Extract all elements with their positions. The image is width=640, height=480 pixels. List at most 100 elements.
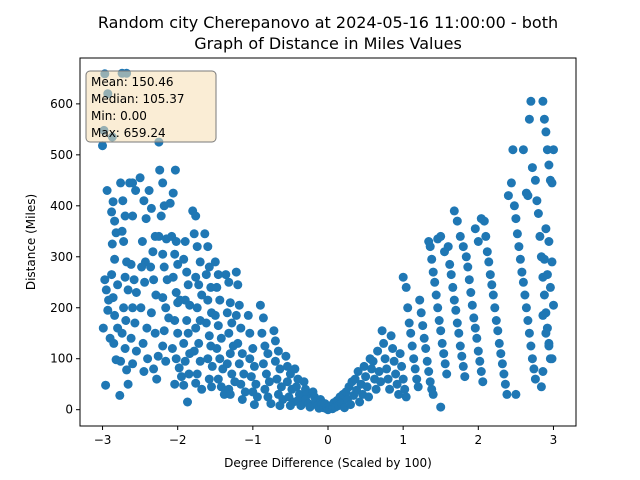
data-point (194, 338, 204, 348)
data-point (460, 372, 470, 382)
data-point (514, 242, 524, 252)
data-point (482, 247, 492, 257)
data-point (152, 374, 162, 384)
data-point (413, 382, 423, 392)
data-point (183, 328, 193, 338)
data-point (249, 361, 259, 371)
data-point (530, 175, 540, 185)
data-point (237, 349, 247, 359)
data-point (416, 308, 426, 318)
data-point (119, 237, 129, 246)
data-point (207, 361, 217, 371)
data-point (192, 369, 202, 379)
data-point (419, 333, 429, 343)
data-point (155, 165, 165, 175)
data-point (252, 392, 262, 402)
data-point (182, 267, 192, 277)
data-point (141, 214, 151, 224)
y-tick-label: 500 (50, 148, 73, 162)
data-point (377, 326, 387, 336)
data-point (170, 316, 180, 325)
data-point (282, 377, 292, 387)
data-point (374, 367, 384, 376)
data-point (245, 354, 255, 364)
data-point (221, 270, 231, 280)
data-point (180, 237, 190, 246)
data-point (210, 257, 220, 267)
data-point (491, 316, 501, 325)
data-point (191, 378, 201, 388)
data-point (116, 356, 126, 366)
data-point (536, 382, 546, 392)
data-point (225, 389, 235, 399)
data-point (406, 328, 416, 338)
data-point (457, 351, 467, 361)
data-point (424, 367, 434, 376)
data-point (538, 96, 548, 106)
data-point (470, 323, 480, 333)
data-point (108, 197, 118, 207)
data-point (373, 346, 383, 356)
data-point (282, 361, 292, 371)
data-point (225, 349, 235, 359)
data-point (117, 226, 127, 236)
data-point (549, 145, 558, 155)
y-tick-label: 300 (50, 250, 73, 264)
data-point (541, 224, 551, 234)
data-point (146, 262, 156, 272)
data-point (251, 379, 261, 389)
data-point (383, 374, 393, 384)
data-point (451, 305, 461, 315)
data-point (431, 290, 441, 300)
data-point (161, 303, 171, 313)
data-point (98, 323, 108, 333)
data-point (291, 382, 301, 392)
data-point (173, 259, 183, 269)
data-point (376, 377, 386, 387)
data-point (428, 267, 438, 277)
data-point (500, 379, 510, 389)
data-point (100, 275, 110, 285)
data-point (367, 364, 377, 374)
data-point (138, 338, 148, 348)
data-point (233, 280, 243, 290)
data-point (532, 196, 542, 206)
data-point (122, 365, 132, 375)
data-point (119, 303, 129, 313)
data-point (110, 254, 120, 264)
data-point (299, 377, 309, 387)
data-point (518, 145, 528, 155)
data-point (200, 229, 210, 239)
data-point (464, 275, 474, 285)
data-point (385, 384, 395, 394)
data-point (371, 384, 381, 394)
data-point (204, 374, 214, 384)
data-point (272, 374, 282, 384)
data-point (530, 374, 540, 384)
data-point (213, 270, 223, 280)
data-point (128, 178, 138, 188)
data-point (179, 380, 189, 390)
data-point (131, 288, 141, 297)
data-point (261, 369, 271, 379)
data-point (201, 318, 211, 328)
data-point (170, 249, 180, 259)
data-point (368, 356, 378, 366)
data-point (243, 310, 253, 320)
data-point (401, 392, 411, 402)
data-point (131, 346, 141, 356)
x-tick-label: 2 (474, 433, 482, 447)
data-point (120, 272, 130, 282)
data-point (511, 389, 521, 399)
data-point (386, 331, 396, 341)
data-point (290, 364, 300, 374)
data-point (227, 318, 237, 328)
data-point (154, 231, 164, 241)
data-point (249, 400, 259, 410)
data-point (212, 282, 222, 292)
data-point (183, 397, 192, 407)
data-point (140, 277, 150, 287)
data-point (296, 401, 306, 411)
x-tick-label: −2 (169, 433, 187, 447)
data-point (197, 290, 207, 300)
